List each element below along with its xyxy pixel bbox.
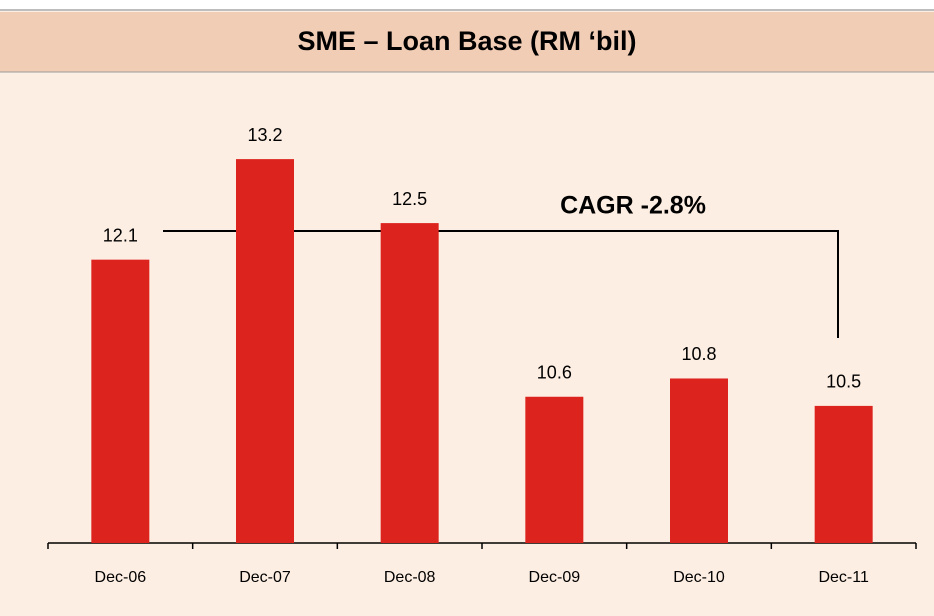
bar (380, 223, 439, 543)
data-label: 13.2 (247, 125, 282, 145)
x-tick-label: Dec-10 (673, 569, 725, 586)
x-tick-label: Dec-09 (529, 569, 581, 586)
x-tick-label: Dec-08 (384, 569, 436, 586)
data-label: 12.5 (392, 189, 427, 209)
bar (670, 378, 728, 543)
data-label: 12.1 (103, 225, 138, 245)
top-strip (0, 0, 934, 10)
x-tick-label: Dec-11 (818, 569, 868, 586)
title-band (0, 12, 934, 72)
x-tick-label: Dec-07 (239, 569, 291, 586)
bar (525, 396, 584, 543)
chart-title: SME – Loan Base (RM ‘bil) (297, 26, 636, 56)
bar (91, 259, 150, 543)
data-label: 10.6 (537, 363, 572, 383)
x-tick-label: Dec-06 (95, 569, 147, 586)
data-label: 10.8 (681, 344, 716, 364)
bar (814, 405, 873, 543)
annotation: CAGR -2.8% (560, 192, 706, 220)
bar (236, 159, 294, 543)
data-label: 10.5 (826, 372, 861, 392)
